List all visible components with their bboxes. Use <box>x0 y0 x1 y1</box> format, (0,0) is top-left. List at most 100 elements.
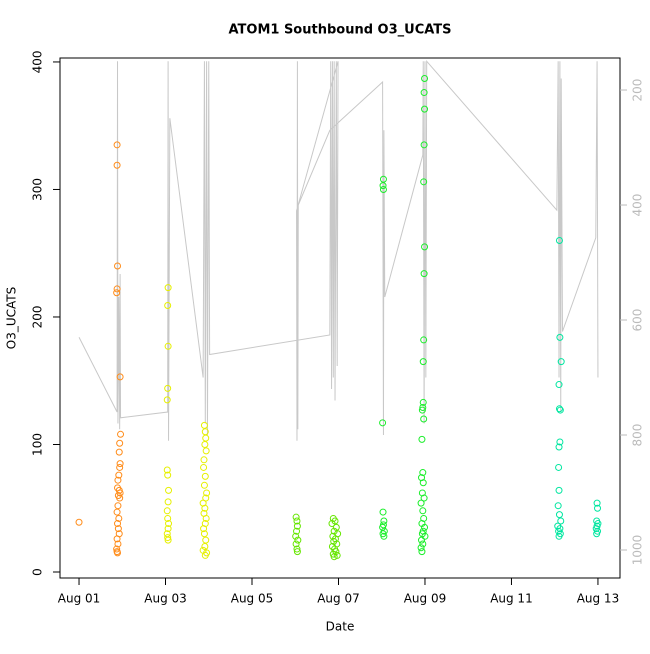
point <box>420 336 428 344</box>
point <box>116 460 124 468</box>
point <box>292 513 300 521</box>
point <box>419 469 427 477</box>
point <box>163 507 171 515</box>
y-tick-label: 400 <box>31 50 45 73</box>
point <box>555 443 563 451</box>
point <box>419 358 427 366</box>
point <box>164 384 172 392</box>
point <box>330 553 338 561</box>
point <box>418 548 426 556</box>
y2-tick-label: 200 <box>631 79 645 102</box>
point <box>116 439 124 447</box>
point <box>201 440 209 448</box>
point <box>165 486 173 494</box>
point <box>163 396 171 404</box>
point <box>419 398 427 406</box>
point <box>421 532 429 540</box>
chart-title: ATOM1 Southbound O3_UCATS <box>228 23 451 38</box>
point <box>115 471 123 479</box>
point <box>164 498 172 506</box>
point <box>557 517 565 525</box>
point <box>418 435 426 443</box>
point <box>419 540 427 548</box>
point <box>380 532 388 540</box>
point <box>555 405 563 413</box>
point <box>328 520 336 528</box>
point <box>201 551 209 559</box>
point <box>420 141 428 149</box>
point <box>114 476 122 484</box>
point <box>113 289 121 297</box>
point <box>557 358 565 366</box>
point <box>379 508 387 516</box>
point <box>75 518 83 526</box>
point <box>420 178 428 186</box>
point <box>593 499 601 507</box>
point <box>379 419 387 427</box>
point <box>114 525 122 533</box>
point <box>420 415 428 423</box>
point <box>556 333 564 341</box>
point <box>420 270 428 278</box>
point <box>115 514 123 522</box>
point <box>555 236 563 244</box>
point <box>113 535 121 543</box>
point <box>200 463 208 471</box>
point <box>380 517 388 525</box>
point <box>417 544 425 552</box>
point <box>420 89 428 97</box>
point <box>293 545 301 553</box>
point <box>115 448 123 456</box>
point <box>113 141 121 149</box>
y2-tick-label: 800 <box>631 424 645 447</box>
y-tick-label: 200 <box>31 306 45 329</box>
x-tick-label: Aug 05 <box>231 592 274 606</box>
point <box>114 520 122 528</box>
point <box>594 504 602 512</box>
point <box>113 545 121 553</box>
point <box>556 406 564 414</box>
point <box>113 508 121 516</box>
point <box>200 481 208 489</box>
point <box>556 438 564 446</box>
point <box>201 543 209 551</box>
point <box>555 486 563 494</box>
point <box>293 527 301 535</box>
point <box>418 406 426 414</box>
point <box>113 161 121 169</box>
point <box>293 517 301 525</box>
point <box>292 540 300 548</box>
point <box>554 502 562 510</box>
y2-tick-label: 600 <box>631 309 645 332</box>
point <box>164 471 172 479</box>
point <box>417 499 425 507</box>
point <box>202 447 210 455</box>
point <box>555 532 563 540</box>
point <box>418 536 426 544</box>
point <box>200 525 208 533</box>
x-tick-label: Aug 09 <box>404 592 447 606</box>
point <box>164 525 172 533</box>
point <box>555 381 563 389</box>
point <box>419 479 427 487</box>
point <box>164 302 172 310</box>
y2-tick-label: 400 <box>631 194 645 217</box>
point <box>201 504 209 512</box>
point <box>116 494 124 502</box>
point <box>293 548 301 556</box>
y-tick-label: 100 <box>31 433 45 456</box>
x-tick-label: Aug 01 <box>58 592 101 606</box>
point <box>117 430 125 438</box>
point <box>294 536 302 544</box>
point <box>293 522 301 530</box>
plot-box <box>59 57 621 579</box>
point <box>332 523 340 531</box>
point <box>203 489 211 497</box>
x-tick-label: Aug 11 <box>490 592 533 606</box>
point <box>164 284 172 292</box>
y-axis-label: O3_UCATS <box>5 287 19 349</box>
point <box>201 472 209 480</box>
point <box>555 511 563 519</box>
